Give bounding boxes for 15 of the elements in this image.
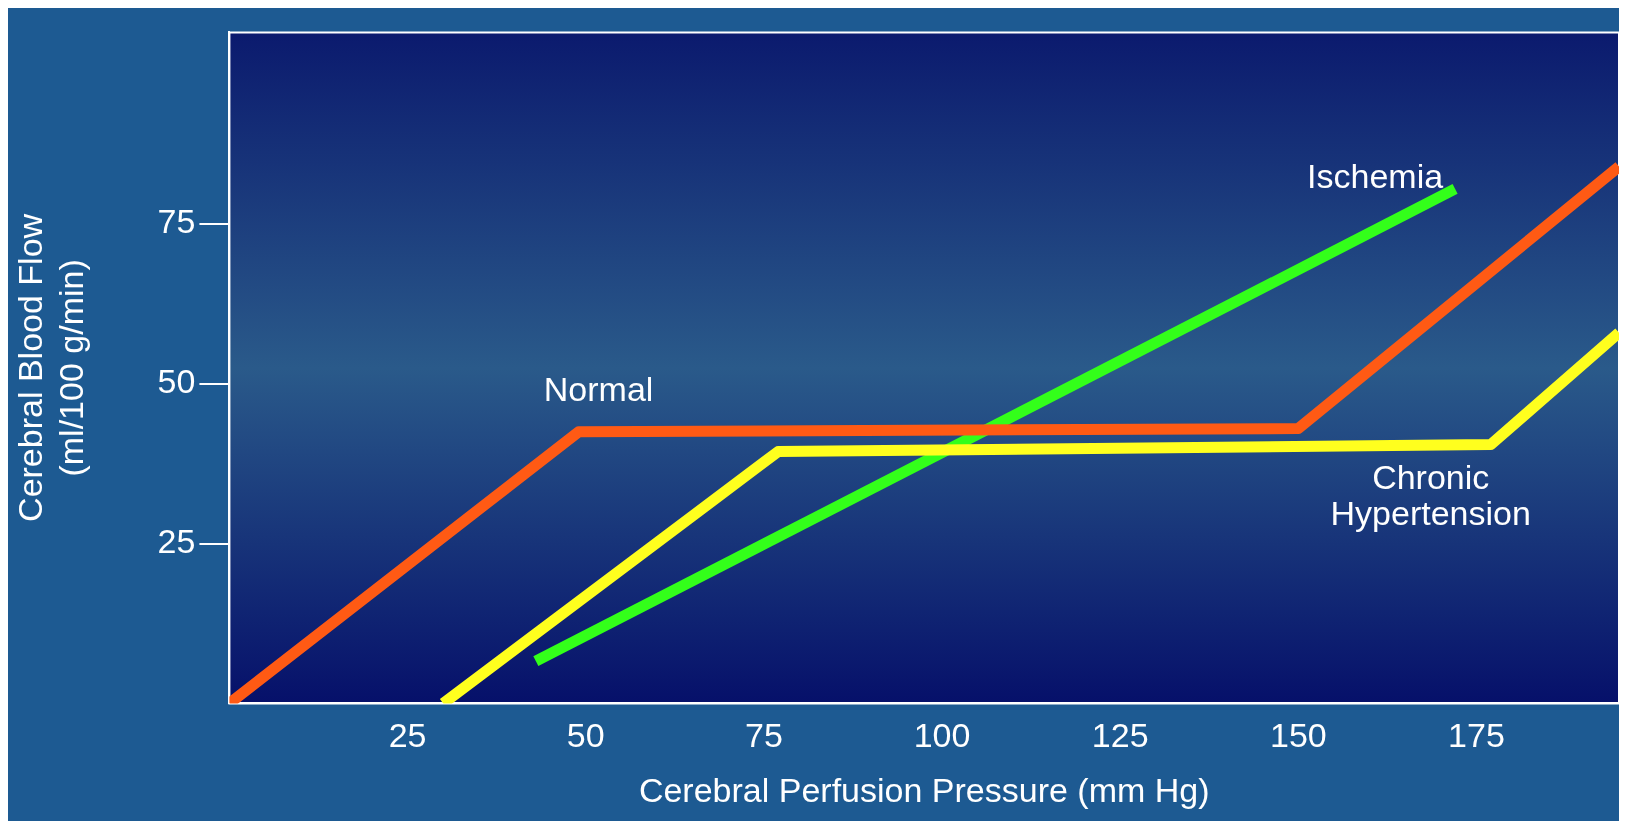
series-label: Ischemia bbox=[1307, 157, 1444, 196]
x-tick-label: 100 bbox=[913, 716, 971, 755]
x-axis-title: Cerebral Perfusion Pressure (mm Hg) bbox=[638, 770, 1210, 809]
x-tick-label: 125 bbox=[1091, 716, 1149, 755]
y-axis-title: Cerebral Blood Flow (ml/100 g/min) bbox=[10, 213, 90, 522]
y-tick-label: 25 bbox=[157, 522, 196, 561]
y-tick-label: 75 bbox=[157, 202, 196, 241]
series-label: Chronic Hypertension bbox=[1330, 457, 1531, 532]
x-tick-label: 25 bbox=[388, 716, 427, 755]
x-tick-label: 150 bbox=[1269, 716, 1327, 755]
x-tick-label: 75 bbox=[744, 716, 783, 755]
series-label: Normal bbox=[543, 370, 654, 409]
x-tick-label: 175 bbox=[1448, 716, 1505, 755]
x-tick-label: 50 bbox=[566, 716, 605, 755]
y-tick-label: 50 bbox=[157, 362, 196, 401]
